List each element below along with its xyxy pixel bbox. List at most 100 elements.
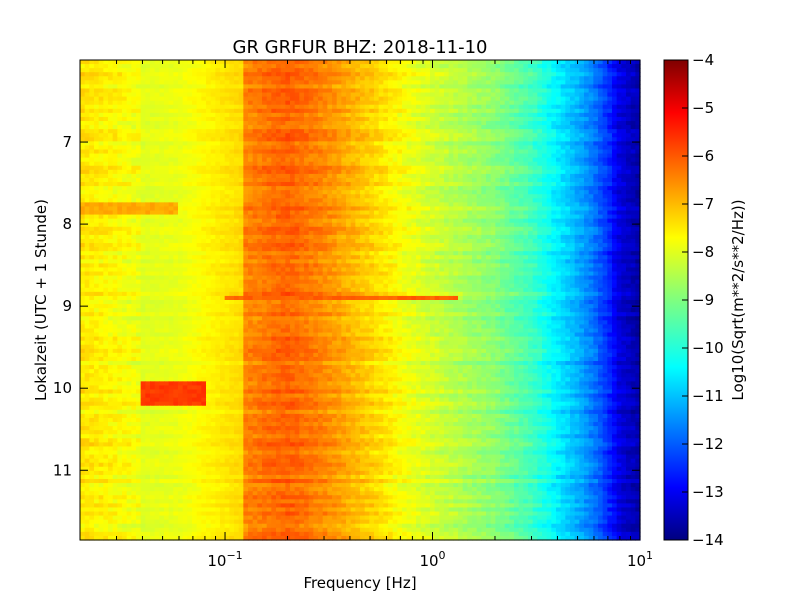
heatmap-cell [430, 226, 436, 232]
heatmap-cell [532, 108, 538, 114]
heatmap-cell [453, 214, 459, 220]
heatmap-cell [271, 226, 277, 232]
heatmap-cell [411, 153, 417, 159]
heatmap-cell [276, 186, 282, 191]
heatmap-cell [308, 129, 314, 134]
heatmap-cell [131, 157, 137, 163]
heatmap-cell [327, 186, 333, 191]
heatmap-cell [89, 190, 95, 195]
heatmap-cell [565, 76, 571, 81]
heatmap-cell [206, 169, 212, 175]
heatmap-cell [210, 137, 216, 142]
heatmap-cell [630, 169, 636, 175]
heatmap-cell [635, 194, 641, 199]
heatmap-cell [514, 194, 520, 199]
heatmap-cell [346, 182, 352, 187]
heatmap-cell [360, 121, 366, 126]
heatmap-cell [304, 206, 310, 212]
heatmap-cell [178, 210, 184, 216]
heatmap-cell [406, 133, 412, 138]
heatmap-cell [621, 161, 627, 167]
heatmap-cell [89, 210, 95, 216]
heatmap-cell [322, 64, 328, 69]
heatmap-cell [103, 182, 109, 187]
heatmap-cell [266, 161, 272, 167]
heatmap-cell [453, 125, 459, 130]
heatmap-cell [196, 169, 202, 175]
heatmap-cell [192, 129, 198, 134]
heatmap-cell [584, 214, 590, 220]
heatmap-cell [420, 182, 426, 187]
heatmap-cell [308, 104, 314, 110]
heatmap-cell [598, 222, 604, 228]
heatmap-cell [374, 182, 380, 187]
heatmap-cell [196, 121, 202, 126]
heatmap-cell [299, 169, 305, 175]
heatmap-cell [383, 169, 389, 175]
heatmap-cell [453, 96, 459, 102]
heatmap-cell [346, 88, 352, 94]
heatmap-cell [490, 108, 496, 114]
heatmap-cell [276, 194, 282, 199]
heatmap-cell [486, 108, 492, 114]
heatmap-cell [220, 125, 226, 130]
heatmap-cell [448, 214, 454, 220]
heatmap-cell [528, 129, 534, 134]
heatmap-cell [593, 96, 599, 102]
heatmap-cell [299, 133, 305, 138]
heatmap-cell [145, 194, 151, 199]
heatmap-cell [164, 96, 170, 102]
heatmap-cell [448, 125, 454, 130]
heatmap-cell [518, 177, 524, 183]
heatmap-cell [616, 68, 622, 73]
heatmap-cell [341, 112, 347, 118]
heatmap-cell [411, 60, 417, 65]
heatmap-cell [238, 104, 244, 110]
heatmap-cell [80, 125, 86, 130]
heatmap-cell [481, 72, 487, 77]
heatmap-cell [178, 145, 184, 151]
heatmap-cell [271, 194, 277, 199]
heatmap-cell [579, 133, 585, 138]
heatmap-cell [593, 182, 599, 187]
heatmap-cell [257, 84, 263, 90]
heatmap-cell [327, 137, 333, 142]
heatmap-cell [159, 226, 165, 232]
heatmap-cell [439, 198, 445, 203]
heatmap-cell [108, 210, 114, 216]
heatmap-cell [364, 88, 370, 94]
heatmap-cell [556, 186, 562, 191]
heatmap-cell [308, 157, 314, 163]
heatmap-cell [173, 153, 179, 159]
heatmap-cell [346, 169, 352, 175]
heatmap-cell [122, 68, 128, 73]
heatmap-cell [322, 194, 328, 199]
heatmap-cell [336, 68, 342, 73]
heatmap-cell [243, 194, 249, 199]
heatmap-cell [556, 80, 562, 86]
heatmap-cell [318, 186, 324, 191]
heatmap-cell [89, 145, 95, 151]
heatmap-cell [336, 165, 342, 171]
heatmap-cell [570, 80, 576, 86]
heatmap-cell [430, 153, 436, 159]
heatmap-cell [374, 88, 380, 94]
heatmap-cell [280, 112, 286, 118]
heatmap-cell [332, 92, 338, 98]
heatmap-cell [593, 194, 599, 199]
heatmap-cell [290, 137, 296, 142]
heatmap-cell [584, 64, 590, 69]
heatmap-cell [420, 222, 426, 228]
heatmap-cell [420, 96, 426, 102]
heatmap-cell [243, 72, 249, 77]
heatmap-cell [341, 214, 347, 220]
heatmap-cell [514, 92, 520, 98]
heatmap-cell [621, 116, 627, 122]
heatmap-cell [546, 68, 552, 73]
heatmap-cell [434, 226, 440, 232]
heatmap-cell [551, 153, 557, 159]
heatmap-cell [117, 153, 123, 159]
heatmap-cell [542, 210, 548, 216]
heatmap-cell [444, 72, 450, 77]
heatmap-cell [336, 177, 342, 183]
